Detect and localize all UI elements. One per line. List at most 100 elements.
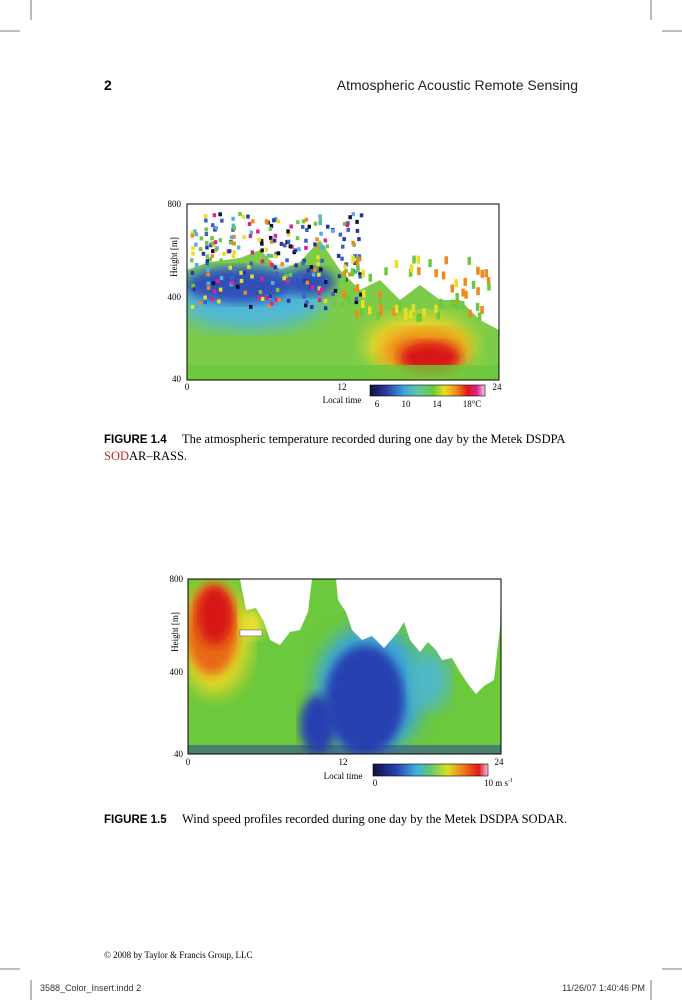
- texture-cell: [323, 298, 328, 303]
- texture-cell: [203, 214, 208, 218]
- texture-cell: [305, 280, 310, 285]
- texture-cell: [205, 241, 209, 245]
- texture-cell: [264, 219, 269, 224]
- texture-cell: [246, 214, 250, 219]
- texture-cell: [302, 258, 306, 263]
- texture-cell: [247, 264, 251, 269]
- texture-cell: [231, 216, 235, 221]
- texture-cell: [265, 295, 269, 300]
- x-tick-label: 12: [339, 757, 348, 767]
- texture-cell: [343, 222, 347, 226]
- colorbar-tick-label: 10 m s-1: [484, 778, 513, 788]
- y-tick-label: 800: [170, 574, 184, 584]
- texture-cell: [298, 274, 302, 279]
- texture-cell: [194, 263, 199, 267]
- texture-cell: [351, 212, 355, 217]
- texture-cell: [416, 314, 420, 323]
- caption-text-part: AR–RASS.: [129, 449, 187, 463]
- texture-cell: [315, 244, 320, 249]
- texture-cell: [305, 228, 309, 232]
- texture-cell: [198, 301, 202, 306]
- texture-cell: [286, 229, 290, 234]
- texture-cell: [231, 254, 235, 259]
- texture-cell: [356, 264, 360, 273]
- texture-cell: [241, 214, 246, 219]
- texture-cell: [206, 281, 211, 286]
- texture-cell: [228, 240, 233, 245]
- texture-cell: [191, 246, 195, 251]
- texture-cell: [194, 232, 198, 237]
- texture-cell: [354, 300, 359, 305]
- texture-cell: [411, 304, 416, 313]
- texture-cell: [342, 237, 346, 242]
- texture-cell: [238, 212, 242, 216]
- texture-cell: [361, 269, 365, 278]
- texture-cell: [218, 287, 223, 292]
- texture-cell: [242, 270, 247, 275]
- texture-cell: [260, 241, 264, 246]
- page-number: 2: [104, 77, 112, 93]
- texture-cell: [285, 258, 289, 263]
- texture-cell: [454, 279, 458, 288]
- texture-cell: [358, 257, 362, 262]
- texture-cell: [269, 253, 274, 258]
- texture-cell: [379, 307, 383, 316]
- texture-cell: [355, 310, 359, 319]
- texture-cell: [268, 294, 272, 299]
- colorbar-unit: 10 m s: [484, 778, 509, 788]
- y-axis-label: Height [m]: [170, 612, 180, 652]
- texture-cell: [273, 233, 278, 238]
- texture-cell: [219, 258, 223, 263]
- caption-text: Wind speed profiles recorded during one …: [182, 812, 567, 826]
- texture-cell: [266, 253, 271, 258]
- texture-cell: [333, 288, 338, 293]
- texture-cell: [313, 267, 317, 272]
- texture-cell: [249, 261, 253, 266]
- colorbar-tick-label: 10: [402, 399, 412, 409]
- y-tick-label: 40: [174, 749, 184, 759]
- texture-cell: [257, 237, 262, 242]
- texture-cell: [215, 246, 219, 251]
- texture-cell: [231, 223, 236, 228]
- texture-cell: [307, 224, 311, 229]
- texture-cell: [256, 229, 260, 234]
- x-tick-label: 0: [186, 757, 191, 767]
- x-tick-label: 12: [338, 382, 347, 392]
- texture-cell: [317, 298, 322, 303]
- texture-cell: [319, 267, 323, 272]
- texture-cell: [272, 238, 277, 243]
- texture-cell: [326, 224, 330, 229]
- texture-cell: [192, 287, 197, 292]
- texture-cell: [394, 260, 399, 269]
- texture-cell: [461, 288, 465, 297]
- texture-cell: [342, 275, 347, 284]
- texture-cell: [210, 236, 214, 241]
- caption-text: SODAR–RASS.: [104, 449, 187, 463]
- texture-cell: [408, 268, 413, 277]
- texture-cell: [352, 242, 356, 247]
- texture-cell: [342, 270, 347, 279]
- texture-cell: [324, 279, 328, 284]
- texture-cell: [487, 282, 491, 291]
- texture-cell: [355, 258, 360, 267]
- texture-cell: [476, 287, 480, 296]
- texture-cell: [346, 227, 350, 232]
- texture-cell: [205, 261, 209, 266]
- texture-cell: [213, 240, 218, 245]
- texture-cell: [232, 234, 236, 239]
- texture-cell: [337, 274, 342, 279]
- texture-cell: [227, 249, 232, 254]
- texture-cell: [205, 245, 209, 250]
- texture-cell: [394, 304, 399, 313]
- texture-cell: [260, 248, 264, 253]
- texture-cell: [210, 297, 214, 302]
- texture-cell: [275, 287, 280, 292]
- texture-cell: [340, 302, 345, 307]
- caption-label: FIGURE 1.4: [104, 434, 167, 446]
- texture-cell: [348, 215, 352, 220]
- texture-cell: [275, 272, 279, 277]
- colorbar-tick-label: 6: [375, 399, 380, 409]
- texture-cell: [343, 264, 347, 269]
